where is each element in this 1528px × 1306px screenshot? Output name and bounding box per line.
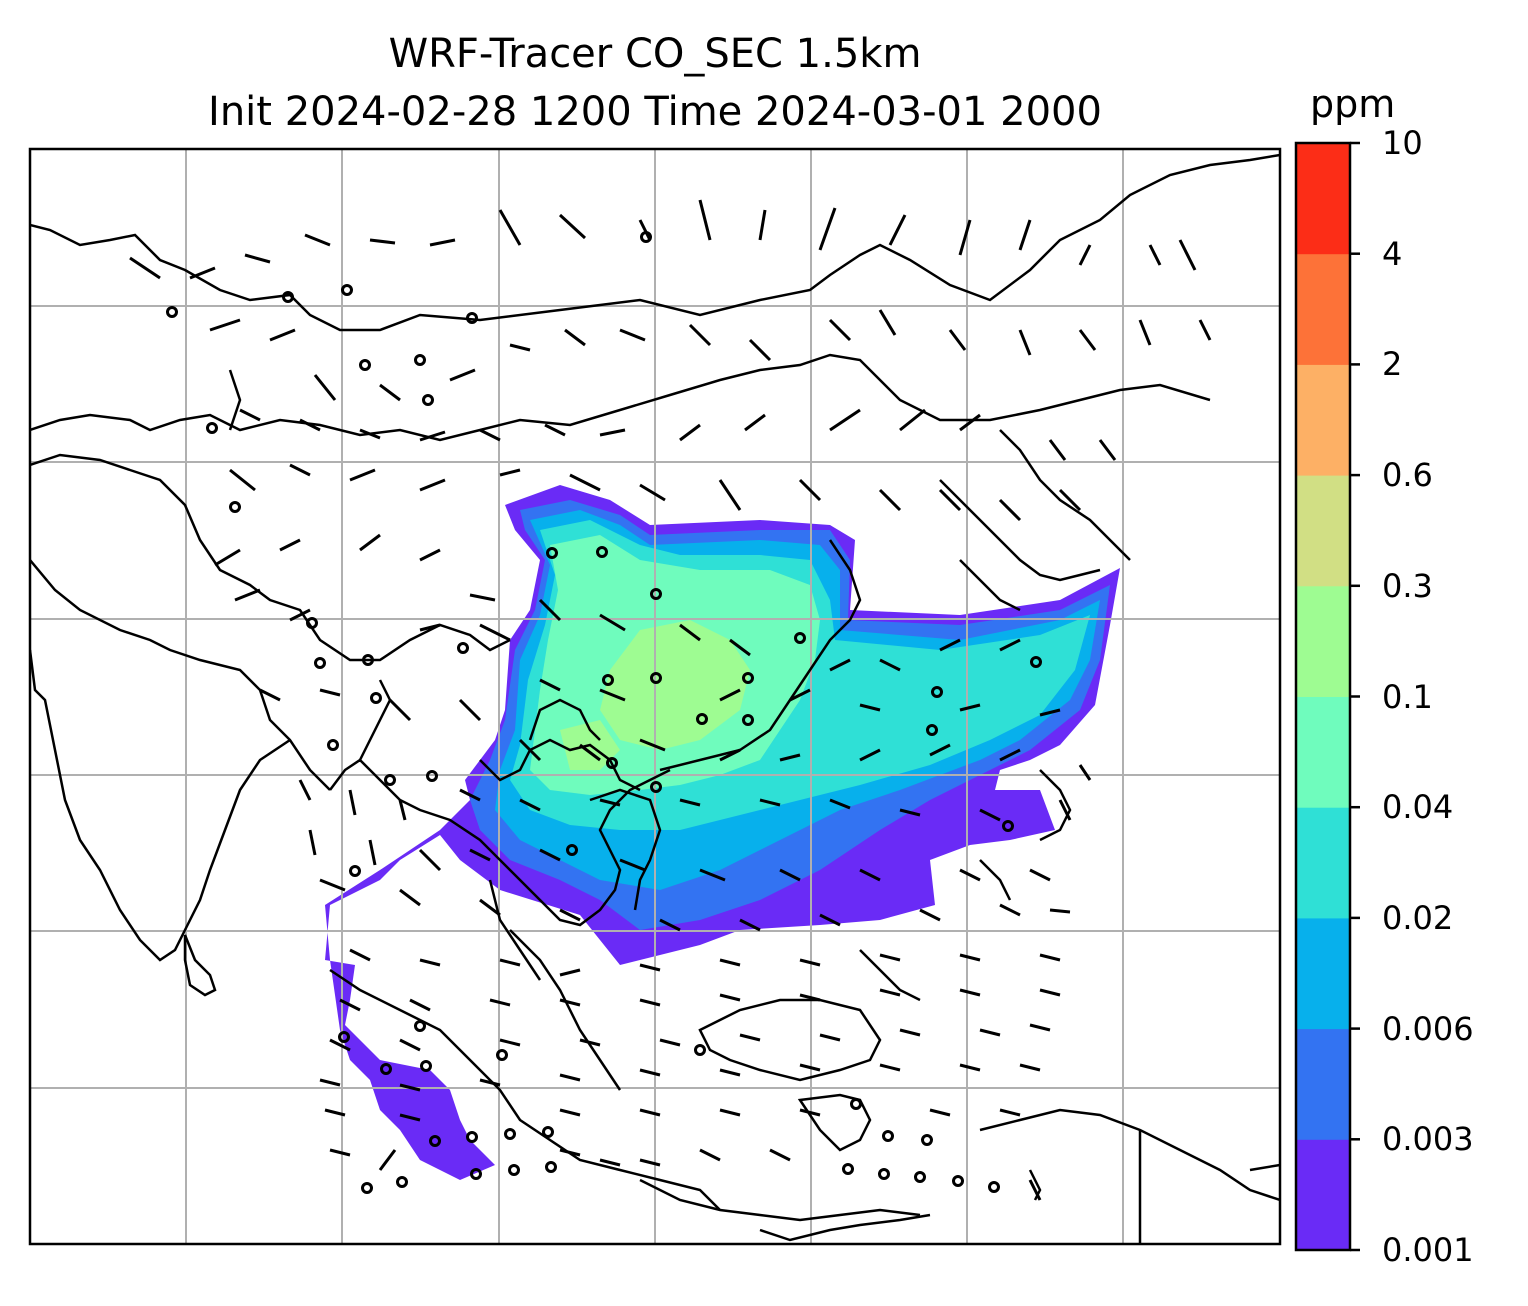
colorbar-tick-label: 4 bbox=[1382, 234, 1403, 273]
colorbar-tick-label: 0.003 bbox=[1382, 1120, 1474, 1159]
map-gridlines bbox=[30, 149, 1280, 1244]
colorbar-tick-label: 10 bbox=[1382, 124, 1423, 162]
colorbar-bands bbox=[1296, 143, 1350, 1251]
colorbar bbox=[1294, 141, 1360, 1252]
colorbar-unit-label: ppm bbox=[1310, 82, 1396, 126]
calm-markers bbox=[166, 231, 1042, 1194]
colorbar-tick-label: 0.6 bbox=[1382, 456, 1433, 495]
colorbar-band bbox=[1296, 1139, 1350, 1251]
colorbar-tick-label: 0.04 bbox=[1382, 788, 1454, 827]
colorbar-band bbox=[1296, 143, 1350, 255]
map-title-line1: WRF-Tracer CO_SEC 1.5km bbox=[388, 31, 922, 77]
tracer-field bbox=[325, 485, 1120, 1180]
map-frame bbox=[28, 147, 1282, 1246]
colorbar-band bbox=[1296, 807, 1350, 919]
colorbar-tick-label: 0.3 bbox=[1382, 566, 1433, 605]
colorbar-band bbox=[1296, 1028, 1350, 1140]
colorbar-band bbox=[1296, 917, 1350, 1030]
colorbar-tick-label: 2 bbox=[1382, 345, 1403, 384]
map-title-line2: Init 2024-02-28 1200 Time 2024-03-01 200… bbox=[208, 89, 1102, 135]
colorbar-tick-marks bbox=[1350, 141, 1360, 1252]
colorbar-band bbox=[1296, 364, 1350, 476]
colorbar-tick-label: 0.1 bbox=[1382, 677, 1433, 716]
colorbar-band bbox=[1296, 253, 1350, 365]
colorbar-band bbox=[1296, 585, 1350, 697]
colorbar-band bbox=[1296, 696, 1350, 808]
colorbar-band bbox=[1296, 475, 1350, 587]
colorbar-tick-label: 0.001 bbox=[1382, 1231, 1474, 1269]
wind-barbs bbox=[129, 199, 1212, 1201]
colorbar-tick-label: 0.02 bbox=[1382, 898, 1454, 937]
colorbar-tick-label: 0.006 bbox=[1382, 1009, 1474, 1048]
